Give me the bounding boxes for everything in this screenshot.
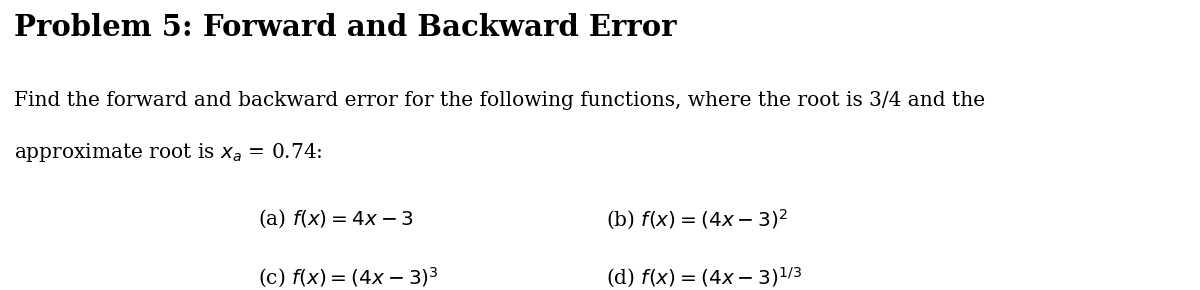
- Text: (a) $f(x) = 4x - 3$: (a) $f(x) = 4x - 3$: [258, 207, 414, 230]
- Text: (b) $f(x) = (4x - 3)^2$: (b) $f(x) = (4x - 3)^2$: [606, 207, 788, 232]
- Text: (c) $f(x) = (4x - 3)^3$: (c) $f(x) = (4x - 3)^3$: [258, 265, 439, 290]
- Text: (d) $f(x) = (4x - 3)^{1/3}$: (d) $f(x) = (4x - 3)^{1/3}$: [606, 265, 802, 290]
- Text: Problem 5: Forward and Backward Error: Problem 5: Forward and Backward Error: [14, 13, 677, 42]
- Text: Find the forward and backward error for the following functions, where the root : Find the forward and backward error for …: [14, 91, 985, 110]
- Text: approximate root is $x_a$ = 0.74:: approximate root is $x_a$ = 0.74:: [14, 141, 323, 164]
